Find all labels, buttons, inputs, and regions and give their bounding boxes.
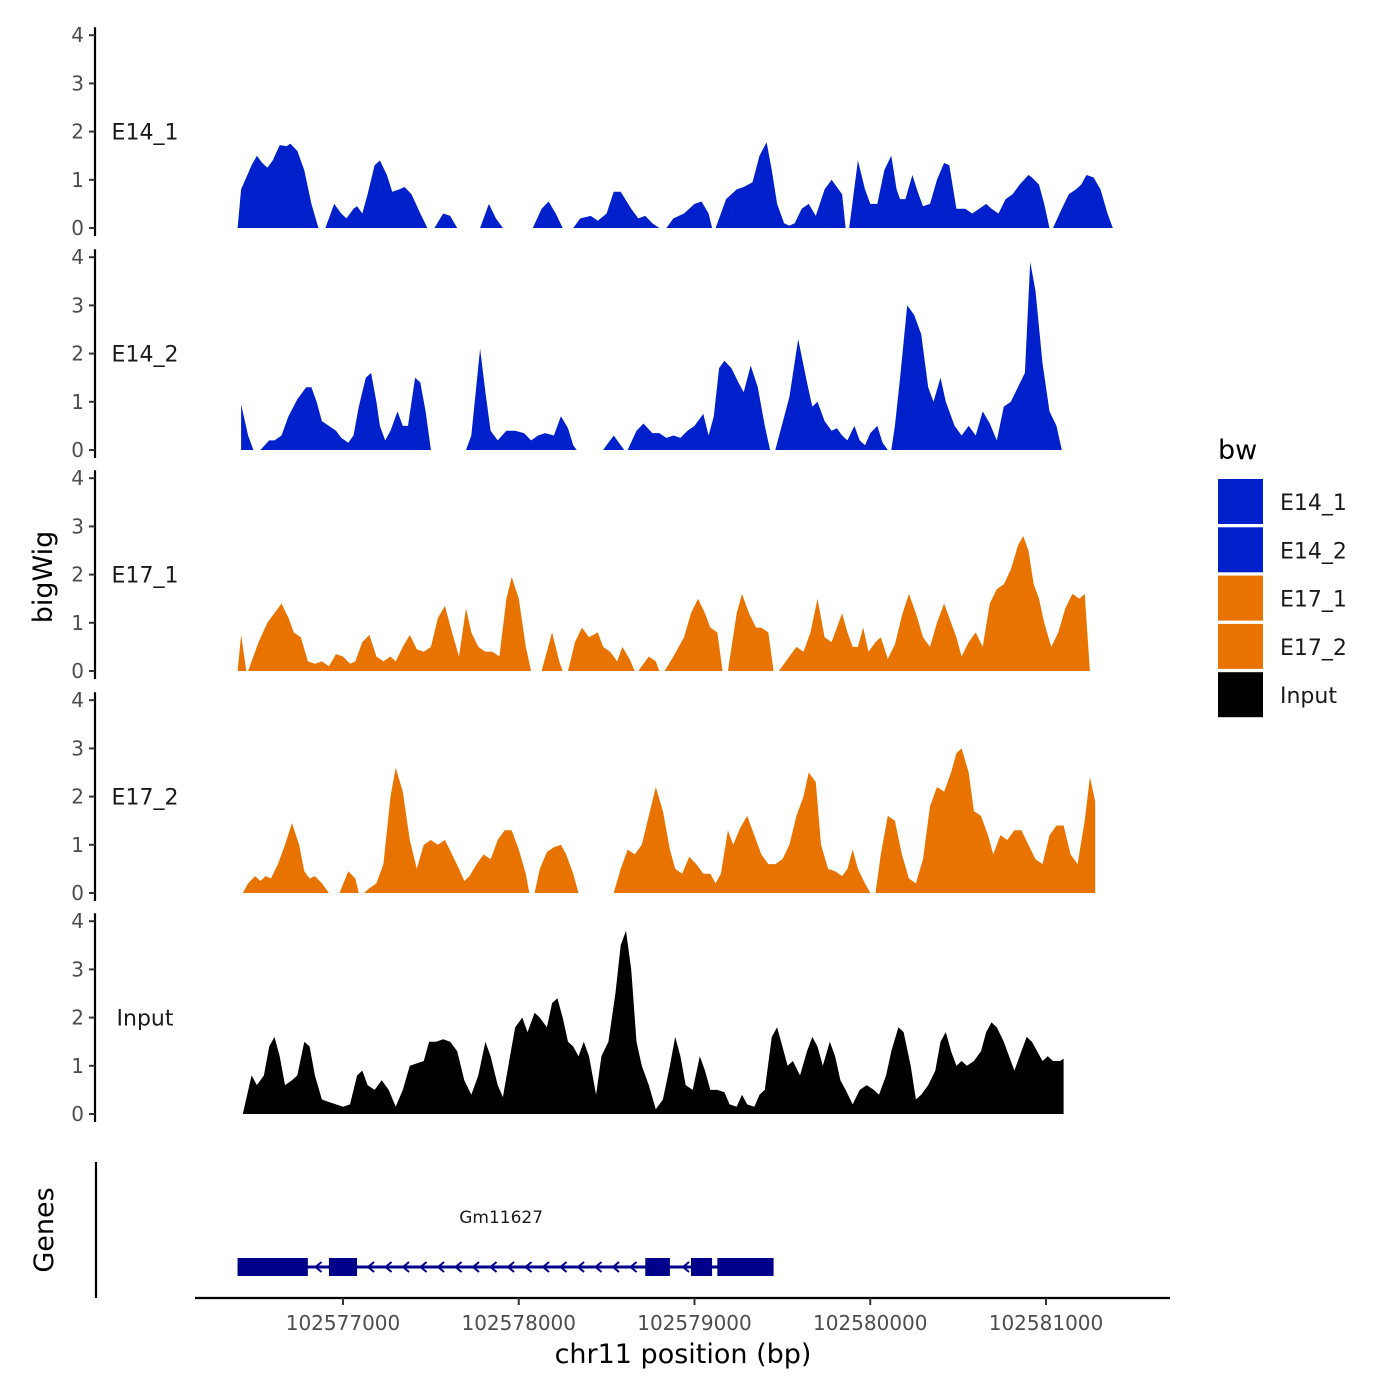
strand-arrow (576, 1261, 585, 1273)
legend-entry-e17-1: E17_1 (1218, 575, 1347, 621)
signal-tracks: 0 1 2 3 4 E14_1 0 1 2 3 4 E14_2 0 1 2 3 4 E17_1 0 1 2 3 4 E17_2… (71, 23, 1113, 1126)
y-tick-label: 4 (71, 23, 84, 47)
track-label: E14_2 (112, 343, 179, 368)
legend-label: E17_1 (1280, 588, 1347, 613)
strand-arrow (611, 1261, 620, 1273)
y-tick-label: 0 (71, 881, 84, 905)
gene-exon (690, 1258, 713, 1276)
strand-arrow (471, 1261, 480, 1273)
y-tick-label: 3 (71, 736, 84, 760)
gene-track-label: Genes (29, 1187, 60, 1272)
legend-entry-e14-2: E14_2 (1218, 527, 1347, 573)
legend-label: Input (1280, 684, 1337, 709)
y-tick-label: 3 (71, 293, 84, 317)
gene-end-cap (767, 1258, 774, 1276)
x-axis: 102577000 102578000 102579000 102580000 1025… (195, 1296, 1170, 1370)
gene-exon (645, 1258, 670, 1276)
y-tick-label: 1 (71, 390, 84, 414)
signal-area-input (242, 930, 1064, 1114)
signal-area-e14-2 (241, 262, 1062, 450)
strand-arrow (628, 1261, 638, 1273)
y-tick-label: 3 (71, 71, 84, 95)
x-axis-ticks: 102577000 102578000 102579000 102580000 1025… (286, 1298, 1104, 1335)
y-tick-label: 0 (71, 438, 84, 462)
legend-swatch (1218, 527, 1263, 573)
y-tick-label: 1 (71, 1054, 84, 1078)
track-label: E14_1 (112, 121, 179, 146)
track-e14-1: 0 1 2 3 4 E14_1 (71, 23, 1113, 240)
y-tick-label: 0 (71, 216, 84, 240)
strand-arrow (541, 1261, 550, 1273)
y-tick-label: 3 (71, 957, 84, 981)
legend-swatch (1218, 479, 1263, 524)
x-axis-title: chr11 position (bp) (555, 1339, 812, 1370)
gene-track: Genes Gm11627 (29, 1162, 774, 1298)
y-tick-label: 4 (71, 688, 84, 712)
legend-title: bw (1218, 435, 1257, 466)
y-tick-label: 2 (71, 563, 84, 587)
legend-entry-e14-1: E14_1 (1218, 479, 1347, 524)
track-e17-1: 0 1 2 3 4 E17_1 (71, 466, 1090, 683)
y-tick-label: 2 (71, 1006, 84, 1030)
strand-arrow (523, 1261, 533, 1273)
x-tick-label: 102580000 (813, 1311, 928, 1335)
legend-label: E17_2 (1280, 636, 1347, 661)
track-input: 0 1 2 3 4 Input (71, 909, 1064, 1126)
signal-area-e14-1 (237, 142, 1113, 228)
strand-arrow (681, 1261, 690, 1273)
gene-exon (237, 1258, 308, 1276)
legend-label: E14_1 (1280, 491, 1347, 516)
y-tick-label: 0 (71, 659, 84, 683)
track-label: E17_1 (112, 564, 179, 589)
legend-label: E14_2 (1280, 539, 1347, 564)
x-tick-label: 102581000 (989, 1311, 1104, 1335)
y-tick-label: 2 (71, 785, 84, 809)
y-tick-label: 3 (71, 514, 84, 538)
strand-arrow (453, 1261, 463, 1273)
legend-entry-input: Input (1218, 672, 1337, 718)
y-tick-label: 2 (71, 120, 84, 144)
track-e14-2: 0 1 2 3 4 E14_2 (71, 245, 1062, 462)
y-tick-label: 4 (71, 909, 84, 933)
track-e17-2: 0 1 2 3 4 E17_2 (71, 688, 1096, 905)
gene-exon (717, 1258, 774, 1276)
y-tick-label: 4 (71, 245, 84, 269)
legend-swatch (1218, 623, 1263, 669)
legend-entries: E14_1 E14_2 E17_1 E17_2 Input (1218, 479, 1347, 718)
signal-area-e17-2 (242, 748, 1096, 893)
signal-area-e17-1 (237, 536, 1090, 671)
gene-model (237, 1258, 774, 1276)
strand-arrow (366, 1261, 375, 1273)
x-tick-label: 102579000 (637, 1311, 752, 1335)
legend-entry-e17-2: E17_2 (1218, 623, 1347, 669)
legend-swatch (1218, 672, 1263, 718)
y-tick-label: 1 (71, 833, 84, 857)
y-axis-title: bigWig (28, 531, 59, 624)
strand-arrow (506, 1261, 515, 1273)
strand-arrow (436, 1261, 445, 1273)
gene-start-cap (237, 1258, 244, 1276)
legend: bw E14_1 E14_2 E17_1 E17_2 Input (1218, 435, 1347, 718)
strand-arrow (401, 1261, 410, 1273)
strand-arrow (558, 1261, 568, 1273)
legend-swatch (1218, 575, 1263, 621)
y-tick-label: 2 (71, 342, 84, 366)
gene-name-label: Gm11627 (459, 1208, 543, 1228)
track-label: E17_2 (112, 786, 179, 811)
track-label: Input (117, 1007, 174, 1032)
x-tick-label: 102577000 (286, 1311, 401, 1335)
y-tick-label: 1 (71, 611, 84, 635)
strand-arrow (418, 1261, 428, 1273)
y-tick-label: 1 (71, 168, 84, 192)
strand-arrow (383, 1261, 393, 1273)
strand-arrow (488, 1261, 498, 1273)
y-tick-label: 0 (71, 1102, 84, 1126)
gene-exon (328, 1258, 358, 1276)
x-tick-label: 102578000 (461, 1311, 576, 1335)
strand-arrow (593, 1261, 603, 1273)
y-tick-label: 4 (71, 466, 84, 490)
strand-arrow (313, 1261, 323, 1273)
